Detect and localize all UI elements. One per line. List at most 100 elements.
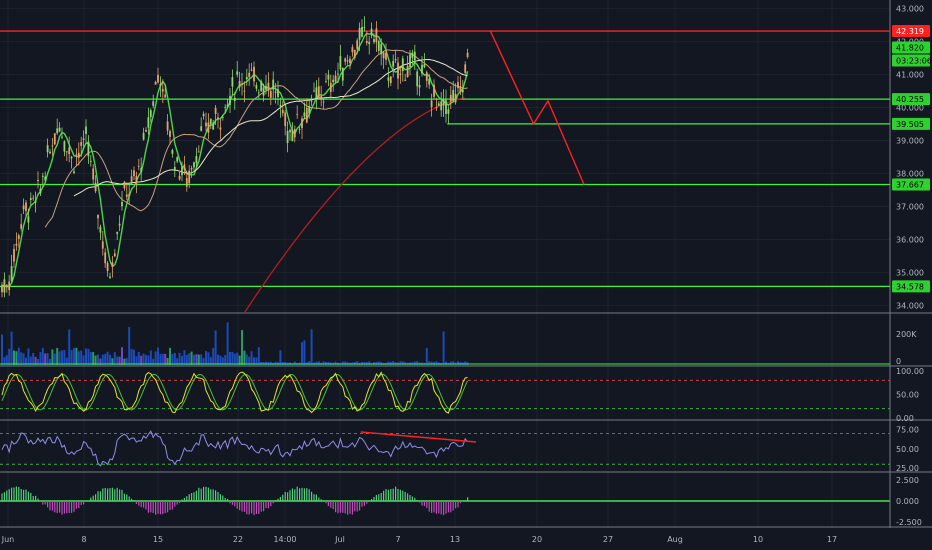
macd-histogram-bar: [263, 501, 265, 512]
macd-histogram-bar: [404, 491, 406, 501]
macd-histogram-bar: [330, 501, 332, 508]
volume-bar: [269, 361, 272, 365]
candle-body: [82, 138, 85, 140]
macd-histogram-bar: [272, 501, 274, 504]
macd-histogram-bar: [200, 488, 202, 501]
macd-histogram-bar: [15, 486, 17, 501]
candle-body: [298, 129, 301, 130]
candle-body: [389, 76, 392, 84]
horizontal-levels[interactable]: [0, 30, 890, 287]
macd-histogram-bar: [66, 501, 68, 514]
volume-bar: [152, 358, 155, 365]
macd-histogram-bar: [107, 488, 109, 501]
macd-histogram-bar: [210, 489, 212, 501]
macd-histogram-bar: [438, 501, 440, 514]
macd-histogram-bar: [35, 495, 37, 501]
candle-body: [286, 131, 289, 143]
volume-bar: [327, 361, 330, 365]
candle-body: [200, 126, 203, 131]
macd-histogram-bar: [339, 501, 341, 513]
volume-bar: [214, 330, 217, 365]
macd-histogram-bar: [414, 497, 416, 501]
badge-level-1-bg: [892, 93, 930, 106]
macd-histogram-bar: [111, 487, 113, 501]
macd-histogram-bar: [270, 501, 272, 507]
volume-bar: [118, 356, 121, 365]
macd-histogram-bar: [193, 492, 195, 501]
projection-path[interactable]: [489, 30, 585, 185]
macd-histogram-bar: [267, 501, 269, 509]
volume-bar: [145, 354, 147, 365]
macd-histogram-bar: [51, 501, 53, 511]
volume-bar: [111, 358, 114, 365]
volume-tick-label: 200K: [896, 330, 917, 339]
candle-body: [461, 89, 464, 93]
volume-bar: [274, 361, 277, 365]
volume-bar: [85, 348, 87, 365]
macd-histogram-bar: [320, 499, 322, 501]
time-tick-label: 13: [450, 535, 460, 544]
macd-histogram-bar: [44, 501, 46, 505]
volume-bar: [445, 361, 447, 365]
volume-bar: [257, 347, 260, 365]
volume-bar: [166, 357, 169, 365]
macd-histogram-bar: [195, 490, 197, 501]
candle-body: [464, 64, 467, 73]
macd-histogram-bar: [397, 488, 399, 501]
macd-histogram-bar: [419, 501, 421, 503]
macd-histogram-bar: [171, 501, 173, 510]
badge-level-3-bg: [892, 178, 930, 191]
macd-histogram-bar: [395, 486, 397, 501]
candle-body: [394, 59, 397, 61]
macd-histogram-bar: [83, 501, 85, 505]
macd-histogram-bar: [251, 501, 253, 514]
macd-histogram-bar: [313, 494, 315, 501]
candle-body: [157, 74, 159, 83]
macd-histogram-bar: [385, 489, 387, 501]
volume-bar: [82, 355, 85, 365]
candle-body: [149, 110, 152, 117]
candle-body: [87, 141, 90, 157]
volume-bar: [147, 355, 150, 365]
candle-body: [262, 87, 265, 96]
volume-bar: [197, 354, 200, 365]
volume-bar: [99, 358, 102, 365]
volume-bar: [77, 351, 80, 365]
price-tick-label: 40.000: [896, 104, 924, 113]
volume-bar: [159, 353, 162, 365]
volume-bar: [15, 351, 18, 365]
candle-body: [226, 104, 229, 107]
candle-body: [452, 90, 455, 102]
candle-body: [109, 276, 111, 279]
time-axis[interactable]: Jun 8 15 22 14:00 Jul 7 13 20 27 Aug 10 17: [1, 535, 837, 544]
candle-body: [164, 94, 167, 98]
candle-body: [449, 94, 452, 102]
candle-body: [257, 92, 260, 94]
macd-histogram-bar: [255, 501, 257, 514]
candle-body: [341, 67, 344, 81]
candle-body: [413, 51, 416, 61]
macd-histogram-bar: [306, 488, 308, 501]
volume-bar: [3, 357, 6, 365]
price-tick-label: 36.000: [896, 235, 924, 244]
volume-bar: [435, 361, 438, 365]
candle-body: [125, 194, 128, 197]
volume-bar: [260, 361, 263, 365]
volume-bar: [233, 353, 236, 365]
macd-histogram-bar: [205, 486, 207, 501]
volume-bar: [238, 355, 241, 365]
rsi-line: [1, 430, 468, 467]
candle-body: [154, 81, 157, 85]
time-tick-label: 17: [827, 535, 837, 544]
candle-body: [315, 87, 318, 99]
macd-histogram-bar: [157, 501, 159, 514]
candle-body: [224, 106, 227, 108]
candle-body: [445, 100, 447, 114]
candle-body: [447, 109, 450, 114]
volume-bar: [457, 361, 459, 365]
macd-histogram-bar: [104, 487, 106, 501]
candle-body: [267, 82, 270, 91]
volume-bar: [245, 354, 248, 365]
candle-body: [404, 79, 407, 81]
